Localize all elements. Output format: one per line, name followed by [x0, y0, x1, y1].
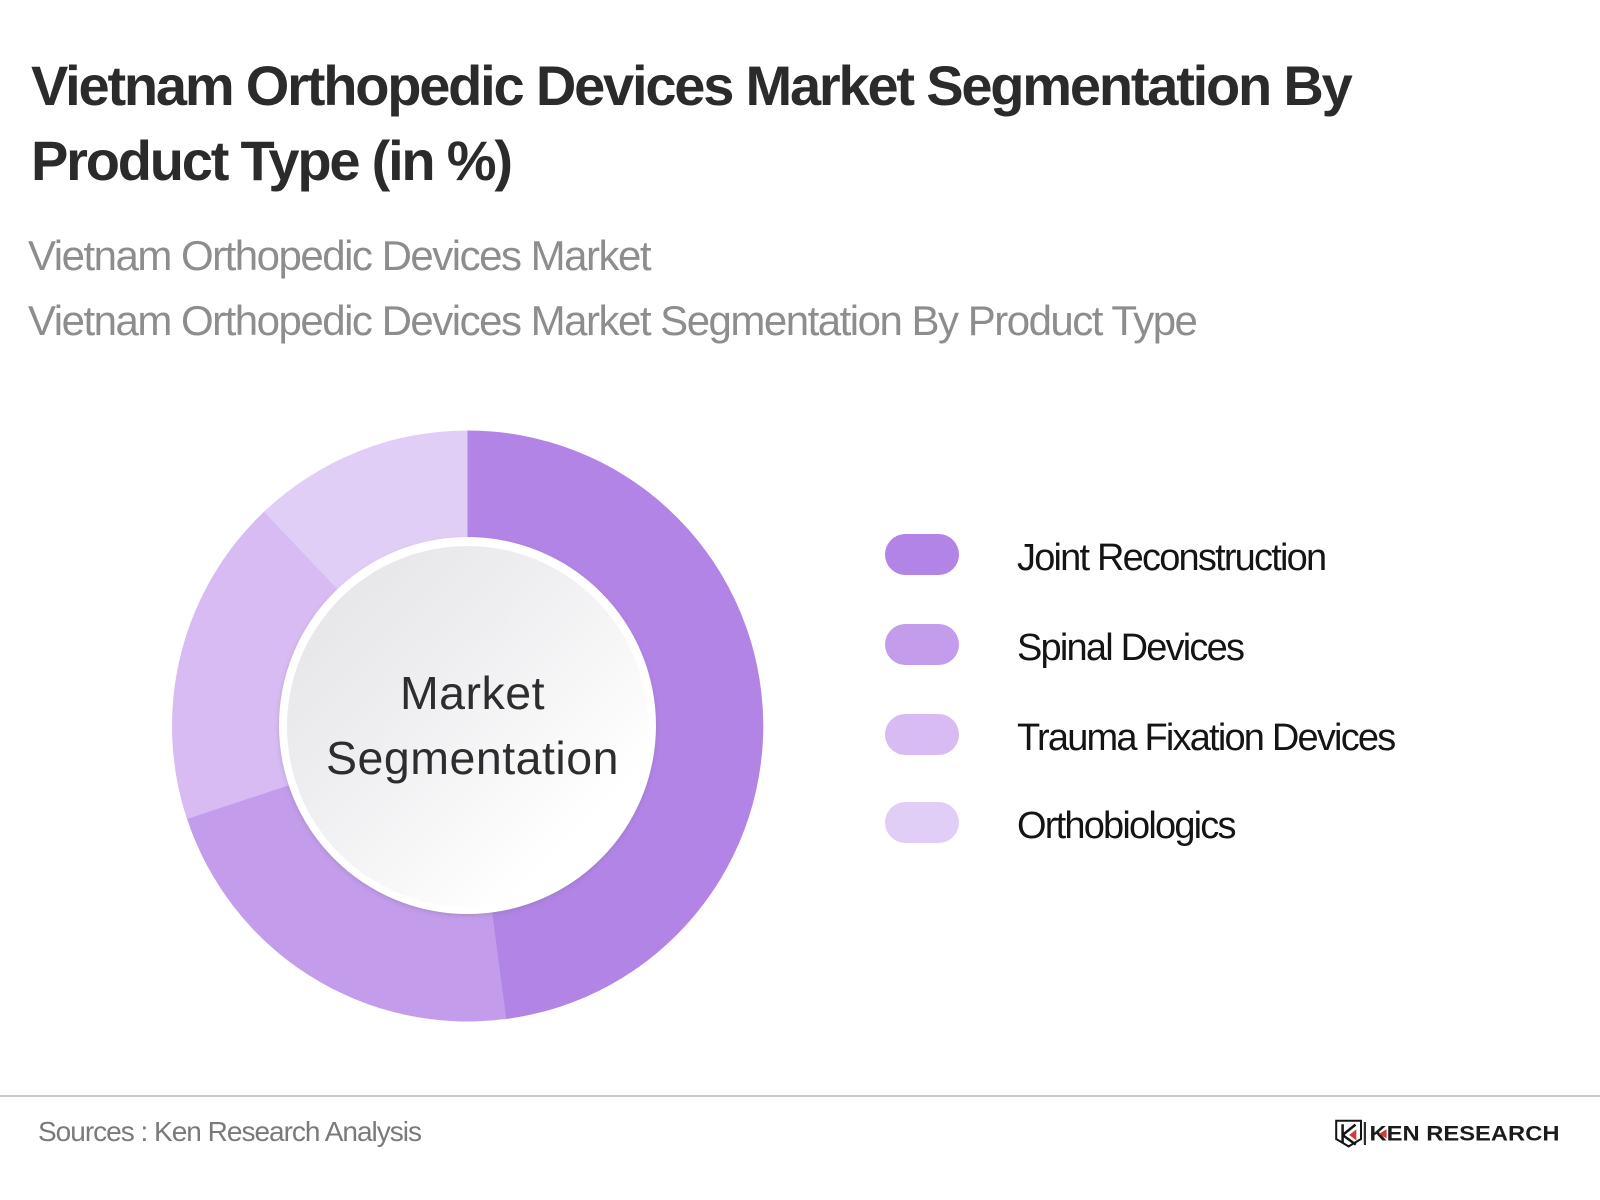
svg-text:KEN RESEARCH: KEN RESEARCH [1370, 1123, 1560, 1146]
